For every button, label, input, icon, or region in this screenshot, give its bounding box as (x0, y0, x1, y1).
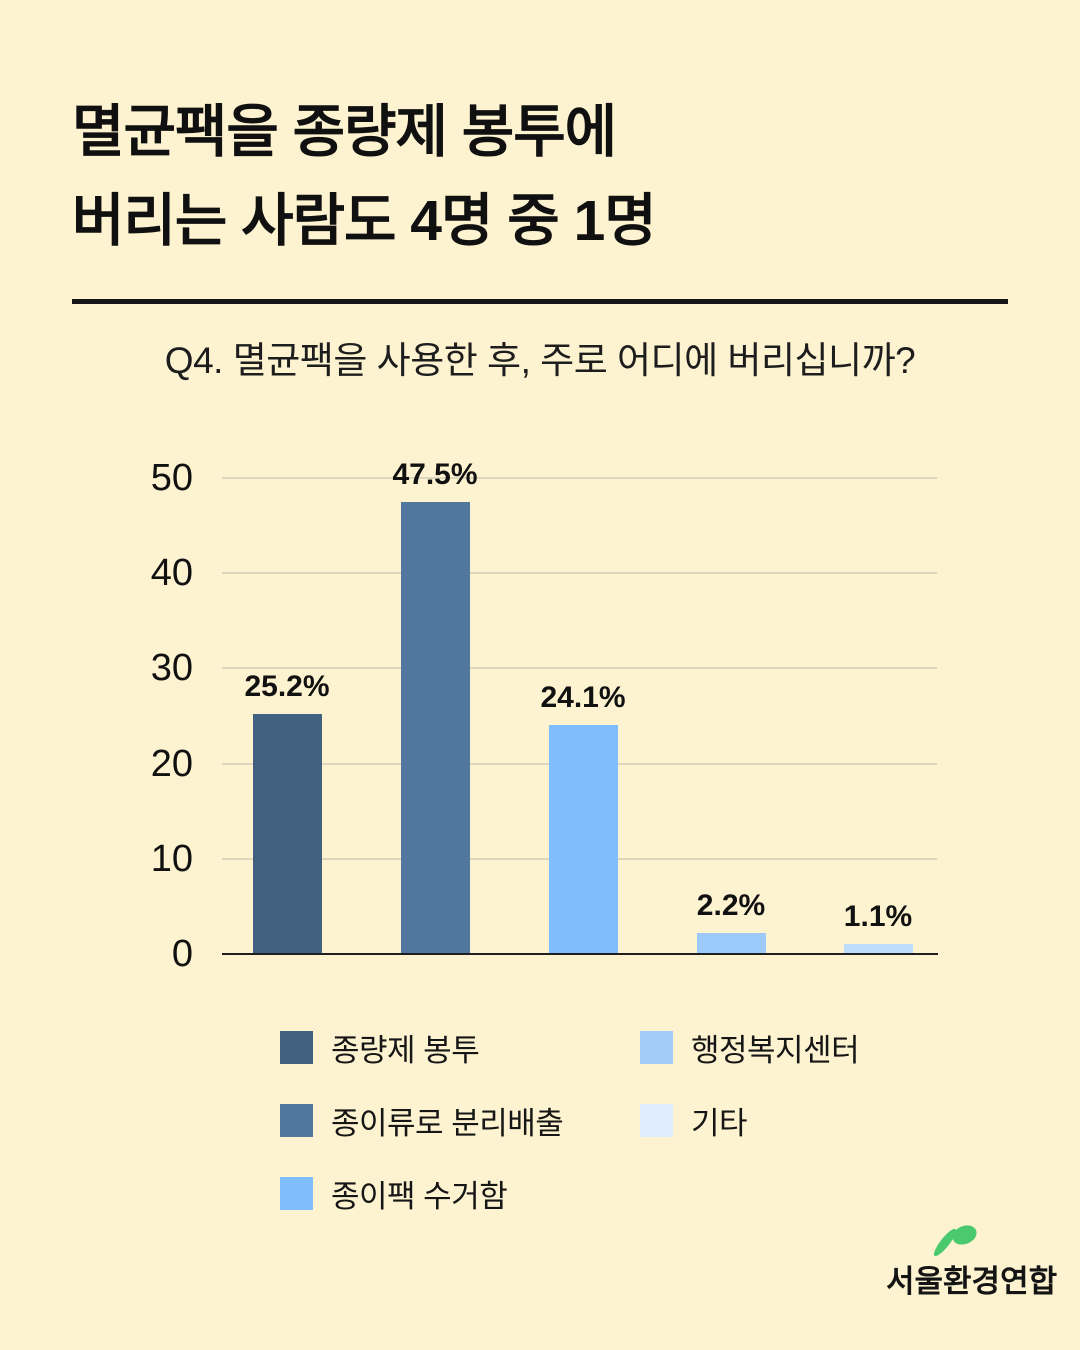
org-logo-text: 서울환경연합 (886, 1264, 1058, 1299)
legend-label: 종이류로 분리배출 (331, 1106, 564, 1141)
legend-swatch-icon (640, 1104, 673, 1137)
page-title-line2: 버리는 사람도 4명 중 1명 (72, 189, 657, 253)
bar-value-label: 2.2% (696, 889, 766, 923)
legend-item: 종량제 봉투 (280, 1025, 563, 1070)
bar-value-label: 25.2% (244, 670, 330, 704)
page-title-line1: 멸균팩을 종량제 봉투에 (72, 100, 617, 164)
legend-label: 행정복지센터 (691, 1033, 860, 1068)
y-tick-label-50: 50 (150, 457, 193, 499)
legend-label: 종량제 봉투 (331, 1033, 480, 1068)
bar-종량제 봉투 (252, 714, 322, 954)
bar-chart-plot-area: 25.2% 47.5% 24.1% 2.2% 1.1% (222, 458, 937, 954)
legend-item: 행정복지센터 (640, 1025, 860, 1070)
legend-item: 종이팩 수거함 (280, 1171, 563, 1216)
gridline-30 (222, 667, 937, 670)
legend-swatch-icon (640, 1031, 673, 1064)
logo-leaf-icon (949, 1221, 980, 1249)
legend-label: 종이팩 수거함 (331, 1179, 508, 1214)
gridline-40 (222, 572, 937, 575)
legend-swatch-icon (280, 1177, 313, 1210)
bar-value-label: 47.5% (392, 457, 478, 491)
y-tick-label-10: 10 (150, 837, 193, 880)
legend-swatch-icon (280, 1031, 313, 1064)
bar-value-label: 1.1% (843, 899, 913, 933)
legend-item: 종이류로 분리배출 (280, 1098, 564, 1143)
bar-행정복지센터 (696, 933, 766, 954)
bar-종이류로 분리배출 (400, 501, 470, 954)
y-tick-label-20: 20 (150, 742, 193, 785)
bar-종이팩 수거함 (548, 724, 618, 954)
y-tick-label-40: 40 (150, 552, 193, 595)
bar-기타 (843, 943, 913, 954)
survey-question: Q4. 멸균팩을 사용한 후, 주로 어디에 버리십니까? (164, 340, 916, 381)
bar-value-label: 24.1% (540, 680, 626, 714)
gridline-50 (222, 477, 937, 479)
y-tick-label-0: 0 (171, 933, 193, 975)
legend-item: 기타 (640, 1098, 859, 1143)
y-tick-label-30: 30 (150, 647, 193, 690)
divider-rule (72, 299, 1008, 304)
legend-swatch-icon (280, 1104, 313, 1137)
legend-label: 기타 (691, 1106, 748, 1141)
x-axis-line (222, 953, 938, 955)
page-title: 멸균팩을 종량제 봉투에 버리는 사람도 4명 중 1명 (72, 88, 657, 266)
